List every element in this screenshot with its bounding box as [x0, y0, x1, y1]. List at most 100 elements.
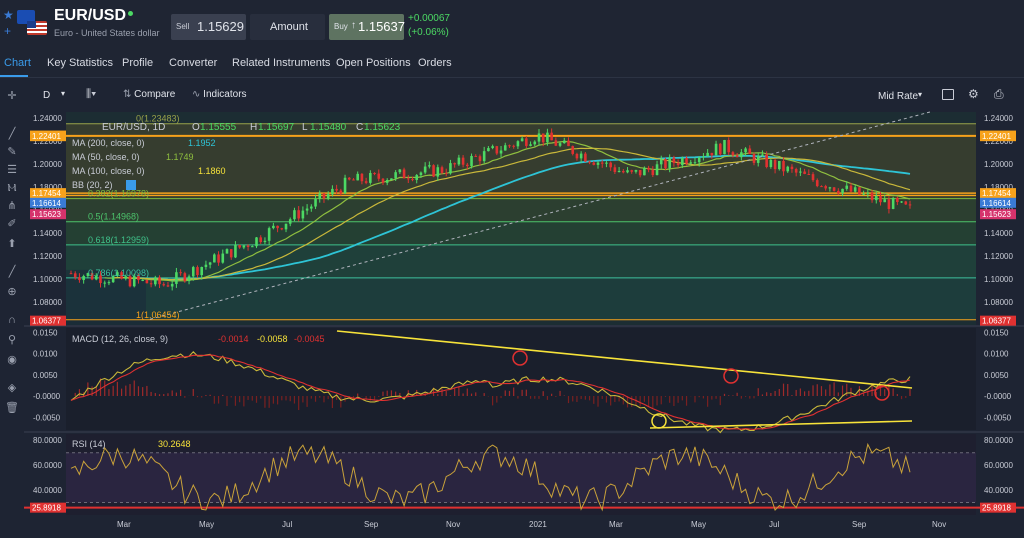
screenshot-icon[interactable]: ⎙ [994, 87, 1004, 101]
candle-body [394, 172, 397, 179]
time-axis-label: May [199, 520, 214, 529]
candle-body [651, 169, 655, 176]
magnet-icon[interactable]: ∩ [8, 314, 16, 326]
candle-body [107, 282, 111, 284]
instrument-header: ★ + EUR/USD Euro - United States dollar … [0, 0, 1024, 50]
candle-body [529, 144, 532, 146]
candle-body [681, 158, 684, 166]
caret-down-icon: ▾ [918, 90, 923, 99]
crosshair-icon[interactable]: ✛ [7, 90, 17, 102]
eye-icon[interactable]: ◉ [7, 354, 17, 366]
tab-open-positions[interactable]: Open Positions [336, 57, 411, 69]
legend-visible-icon[interactable] [126, 180, 136, 190]
macd-axis-label-right: -0.0050 [984, 413, 1012, 422]
tab-orders[interactable]: Orders [418, 57, 452, 69]
candle-body [149, 283, 153, 285]
tab-profile[interactable]: Profile [122, 57, 154, 69]
buy-button[interactable]: Buy ↑ 1.15637 [329, 14, 405, 40]
settings-icon[interactable]: ⚙ [968, 87, 979, 101]
fib-level-label: 0.786(1.10098) [88, 268, 149, 278]
tab-chart[interactable]: Chart [4, 57, 31, 69]
rsi-tag-left [30, 502, 66, 513]
candle-body [786, 166, 790, 172]
lock-icon[interactable]: ⚲ [7, 334, 17, 346]
candle-body [474, 155, 478, 157]
tab-chart-underline [0, 75, 28, 77]
ruler-icon[interactable]: ╱ [8, 266, 16, 278]
candle-body [385, 180, 389, 183]
candle-body [158, 277, 161, 285]
candle-body [238, 244, 241, 248]
price-axis-label-right: 1.10000 [984, 275, 1013, 284]
candle-body [837, 190, 840, 194]
pattern-icon[interactable]: Ⲙ [7, 182, 17, 194]
brush-icon[interactable]: ✎ [7, 146, 17, 158]
candle-body [255, 237, 258, 247]
candle-body [575, 153, 579, 159]
caret-down-icon: ▾ [61, 89, 66, 98]
price-tag-left [30, 197, 66, 208]
candle-body [69, 273, 73, 275]
candle-body [672, 157, 676, 164]
macd-axis-label-right: 0.0050 [984, 371, 1009, 380]
compare-button[interactable]: ⇅ Compare [123, 89, 176, 100]
sell-button[interactable]: Sell 1.15629 [171, 14, 246, 40]
tab-converter[interactable]: Converter [169, 57, 218, 69]
candle-body [664, 159, 667, 169]
chart-type-candles-icon[interactable]: ⫼▾ [86, 88, 97, 100]
legend-title: EUR/USD, 1D [102, 122, 165, 133]
fullscreen-icon[interactable] [942, 89, 954, 100]
price-axis-label-left: 1.18000 [33, 183, 62, 192]
macd-axis-label-right: 0.0150 [984, 328, 1009, 337]
indicators-button[interactable]: ∿ Indicators [192, 89, 247, 100]
candle-body [567, 140, 570, 147]
macd-highlight-circle [651, 413, 667, 429]
candle-body [132, 275, 136, 287]
macd-highlight-circle [874, 385, 890, 401]
text-icon[interactable]: ✐ [7, 218, 17, 230]
candle-body [655, 164, 659, 176]
legend-ma200-value: 1.1952 [188, 138, 216, 148]
price-tag-text-left: 1.17454 [32, 189, 61, 198]
candle-body [187, 276, 191, 282]
candle-body [170, 283, 174, 287]
star-icon[interactable]: ★ [3, 8, 14, 22]
rsi-axis-label-left: 60.0000 [33, 461, 62, 470]
zoom-icon[interactable]: ⊕ [7, 286, 17, 298]
tab-related-instruments[interactable]: Related Instruments [232, 57, 331, 69]
candle-body [326, 194, 330, 199]
legend-bb: BB (20, 2) [72, 180, 113, 190]
macd-axis-label-right: -0.0000 [984, 392, 1012, 401]
candle-body [297, 210, 300, 219]
add-icon[interactable]: + [4, 24, 12, 38]
candle-body [411, 179, 414, 181]
candle-body [870, 192, 874, 201]
candle-body [191, 267, 195, 277]
rsi-axis-label-left: 40.0000 [33, 486, 62, 495]
candle-body [697, 157, 701, 163]
arrow-up-tool-icon[interactable]: ⬆ [7, 238, 17, 250]
time-axis-label: Sep [852, 520, 867, 529]
candle-body [276, 225, 279, 229]
layers-icon[interactable]: ◈ [7, 382, 17, 394]
interval-select[interactable]: D ▾ [43, 89, 66, 101]
trend-line-icon[interactable]: ╱ [8, 128, 16, 140]
time-axis-label: Jul [769, 520, 779, 529]
trash-icon[interactable]: 🗑 [5, 402, 19, 414]
mid-rate-select[interactable]: Mid Rate ▾ [878, 90, 923, 102]
tab-key-statistics[interactable]: Key Statistics [47, 57, 114, 69]
candle-body [179, 272, 182, 274]
candle-body [693, 162, 697, 164]
pitchfork-icon[interactable]: ⋔ [7, 200, 17, 212]
fib-icon[interactable]: ☰ [7, 164, 17, 176]
candle-body [668, 157, 671, 169]
candle-body [807, 173, 811, 175]
legend-ma200: MA (200, close, 0) [72, 138, 145, 148]
amount-field[interactable]: Amount [250, 14, 325, 40]
candle-body [659, 159, 663, 165]
candle-body [828, 187, 832, 189]
candle-body [550, 132, 553, 141]
candle-body [242, 245, 246, 248]
price-axis-label-left: 1.20000 [33, 160, 62, 169]
